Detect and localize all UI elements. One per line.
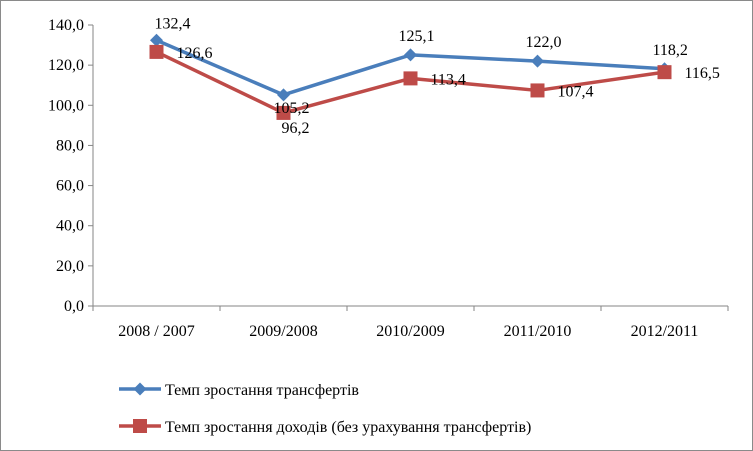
diamond-marker	[277, 88, 290, 102]
legend-marker	[133, 382, 147, 396]
axes: 0,0 20,0 40,0 60,0 80,0 100,0 120,0 140,0 2008 /…	[48, 17, 729, 340]
legend-entry: Темп зростання доходів (без урахування т…	[165, 419, 531, 436]
y-tick-label: 100,0	[48, 97, 84, 114]
y-tick-label: 60,0	[56, 178, 84, 195]
data-label: 116,5	[685, 65, 720, 82]
legend-marker	[133, 419, 147, 433]
x-tick-label: 2012/2011	[631, 323, 699, 340]
y-tick-label: 0,0	[64, 298, 84, 315]
square-marker	[530, 83, 545, 98]
data-labels: 132,4 105,2 125,1 122,0 118,2 126,6 96,2 113,4 1…	[155, 15, 720, 137]
data-label: 126,6	[177, 45, 213, 62]
x-tick-label: 2011/2010	[504, 323, 572, 340]
legend-entry: Темп зростання трансфертів	[165, 382, 359, 399]
data-label: 122,0	[526, 34, 562, 51]
data-label: 96,2	[282, 120, 310, 137]
x-tick-label: 2009/2008	[249, 323, 317, 340]
diamond-marker	[150, 33, 163, 47]
legend: Темп зростання трансфертів Темп зростання…	[119, 382, 531, 436]
data-label: 132,4	[155, 15, 191, 32]
diamond-marker	[531, 54, 544, 68]
y-tick-label: 120,0	[48, 57, 84, 74]
square-marker	[657, 65, 672, 80]
diamond-marker	[404, 48, 417, 62]
x-tick-label: 2008 / 2007	[118, 323, 194, 340]
x-tick-label: 2010/2009	[376, 323, 444, 340]
data-label: 118,2	[653, 42, 688, 59]
data-label: 125,1	[399, 28, 435, 45]
y-tick-label: 140,0	[48, 17, 84, 34]
y-tick-label: 40,0	[56, 218, 84, 235]
series-layer	[149, 33, 672, 120]
data-label: 105,2	[274, 100, 310, 117]
data-label: 107,4	[558, 83, 594, 100]
data-label: 113,4	[431, 71, 466, 88]
y-tick-label: 80,0	[56, 137, 84, 154]
y-tick-label: 20,0	[56, 258, 84, 275]
square-marker	[149, 44, 164, 59]
square-marker	[403, 71, 418, 86]
square-marker	[276, 105, 291, 120]
